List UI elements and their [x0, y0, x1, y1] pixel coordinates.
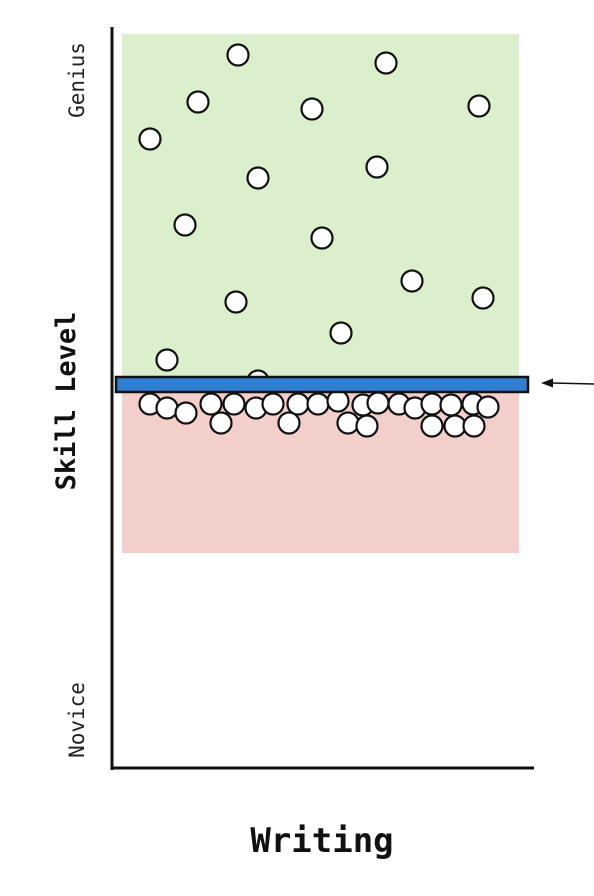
dot-clustered — [439, 393, 463, 417]
dots-layer — [138, 43, 500, 438]
dot-upper — [246, 166, 270, 190]
y-top-label: Genius — [65, 42, 89, 118]
dot-upper — [310, 226, 334, 250]
dot-clustered — [174, 401, 198, 425]
dot-clustered — [199, 392, 223, 416]
dot-clustered — [420, 414, 444, 438]
y-axis-title: Skill Level — [51, 312, 82, 491]
dot-upper — [374, 51, 398, 75]
dot-clustered — [261, 392, 285, 416]
dot-upper — [471, 286, 495, 310]
dot-clustered — [420, 392, 444, 416]
dot-upper — [226, 43, 250, 67]
dot-upper — [186, 90, 210, 114]
dot-clustered — [443, 414, 467, 438]
threshold-bar — [114, 375, 530, 394]
dot-clustered — [326, 389, 350, 413]
dot-clustered — [366, 391, 390, 415]
dot-clustered — [476, 395, 500, 419]
dot-upper — [400, 269, 424, 293]
dot-clustered — [222, 392, 246, 416]
dot-clustered — [155, 396, 179, 420]
x-axis-title: Writing — [250, 821, 393, 861]
dot-upper — [300, 97, 324, 121]
dot-clustered — [277, 411, 301, 435]
dot-upper — [138, 127, 162, 151]
dot-upper — [155, 348, 179, 372]
dot-upper — [365, 155, 389, 179]
dot-clustered — [306, 392, 330, 416]
upper-region — [122, 34, 519, 382]
dot-upper — [467, 94, 491, 118]
dot-clustered — [209, 411, 233, 435]
dot-clustered — [336, 411, 360, 435]
dot-clustered — [355, 414, 379, 438]
dot-clustered — [462, 414, 486, 438]
dot-clustered — [286, 392, 310, 416]
dot-upper — [173, 213, 197, 237]
dot-upper — [224, 290, 248, 314]
threshold-arrow — [541, 378, 594, 388]
y-bottom-label: Novice — [65, 682, 89, 758]
dot-upper — [329, 321, 353, 345]
